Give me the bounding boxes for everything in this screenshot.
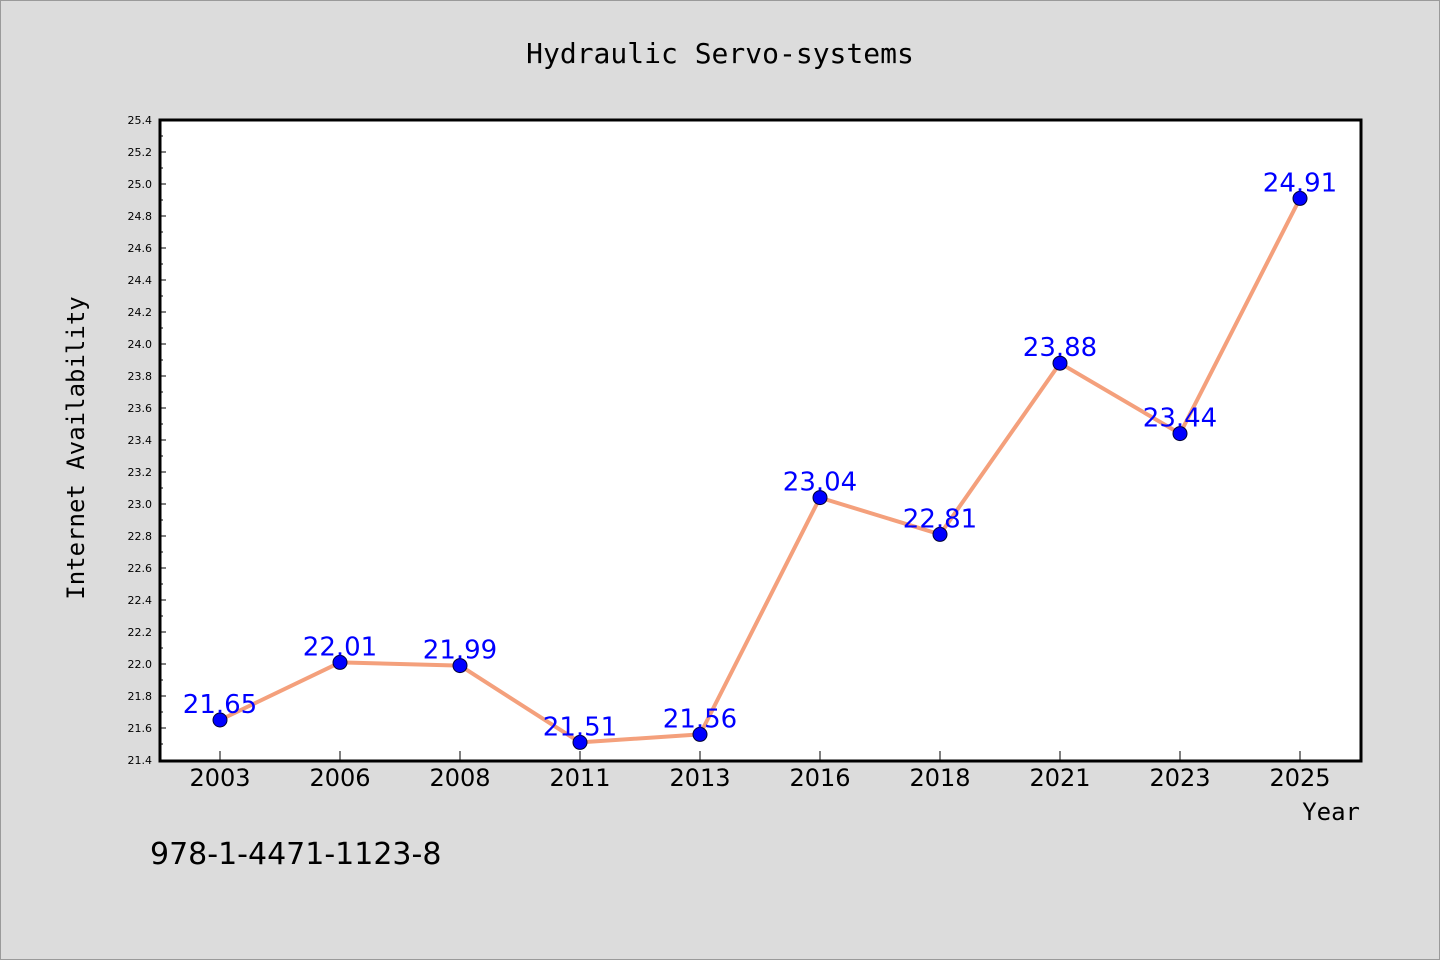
y-tick-label: 25.4 xyxy=(128,114,153,127)
x-tick-label: 2016 xyxy=(789,764,850,792)
data-point xyxy=(212,712,228,728)
y-tick-label: 23.4 xyxy=(128,434,153,447)
data-point xyxy=(692,726,708,742)
y-axis: 21.4 21.6 21.8 22.0 22.2 22.4 22.6 22.8 23.0 23.2… xyxy=(128,114,166,767)
data-label: 21.51 xyxy=(543,712,617,742)
x-tick-label: 2008 xyxy=(429,764,490,792)
data-label: 21.99 xyxy=(423,636,497,666)
y-tick-label: 21.4 xyxy=(128,754,153,767)
y-tick-label: 23.0 xyxy=(128,498,153,511)
x-tick-label: 2003 xyxy=(189,764,250,792)
y-tick-label: 24.8 xyxy=(128,210,153,223)
data-point xyxy=(1292,190,1308,206)
y-tick-label: 24.0 xyxy=(128,338,153,351)
x-tick-label: 2011 xyxy=(549,764,610,792)
data-point xyxy=(452,658,468,674)
x-tick-label: 2018 xyxy=(909,764,970,792)
data-point xyxy=(1172,426,1188,442)
data-label: 21.56 xyxy=(663,704,737,734)
x-tick-label: 2021 xyxy=(1029,764,1090,792)
data-label: 23.88 xyxy=(1023,333,1097,363)
x-axis-label: Year xyxy=(1302,798,1360,826)
y-tick-label: 24.2 xyxy=(128,306,153,319)
plot-area xyxy=(158,118,1363,763)
y-tick-label: 25.2 xyxy=(128,146,153,159)
x-tick-label: 2013 xyxy=(669,764,730,792)
y-tick-label: 23.8 xyxy=(128,370,153,383)
y-tick-label: 22.0 xyxy=(128,658,153,671)
y-tick-label: 25.0 xyxy=(128,178,153,191)
data-point xyxy=(332,654,348,670)
data-point xyxy=(812,490,828,506)
data-label: 23.04 xyxy=(783,468,857,498)
data-label: 21.65 xyxy=(183,690,257,720)
y-tick-label: 24.4 xyxy=(128,274,153,287)
data-point xyxy=(932,526,948,542)
y-tick-label: 23.6 xyxy=(128,402,153,415)
data-label: 23.44 xyxy=(1143,404,1217,434)
isbn-text: 978-1-4471-1123-8 xyxy=(150,837,441,872)
y-tick-label: 22.2 xyxy=(128,626,153,639)
x-tick-label: 2025 xyxy=(1269,764,1330,792)
y-tick-label: 22.4 xyxy=(128,594,153,607)
y-axis-label: Internet Availability xyxy=(62,296,90,599)
y-tick-label: 21.8 xyxy=(128,690,153,703)
x-axis: 2003 2006 2008 2011 2013 2016 2018 2021 2023 2025 xyxy=(189,751,1331,792)
y-tick-label: 23.2 xyxy=(128,466,153,479)
x-tick-label: 2006 xyxy=(309,764,370,792)
data-label: 22.81 xyxy=(903,504,977,534)
data-point xyxy=(1052,355,1068,371)
y-tick-label: 24.6 xyxy=(128,242,153,255)
data-label: 24.91 xyxy=(1263,168,1337,198)
y-tick-label: 21.6 xyxy=(128,722,153,735)
series-line xyxy=(219,197,1302,745)
y-tick-label: 22.8 xyxy=(128,530,153,543)
chart-title: Hydraulic Servo-systems xyxy=(526,37,914,70)
data-label: 22.01 xyxy=(303,632,377,662)
data-point xyxy=(572,734,588,750)
y-tick-label: 22.6 xyxy=(128,562,153,575)
x-tick-label: 2023 xyxy=(1149,764,1210,792)
data-series: 21.65 22.01 21.99 21.51 21.56 23.04 22.81 23.88… xyxy=(183,168,1337,750)
